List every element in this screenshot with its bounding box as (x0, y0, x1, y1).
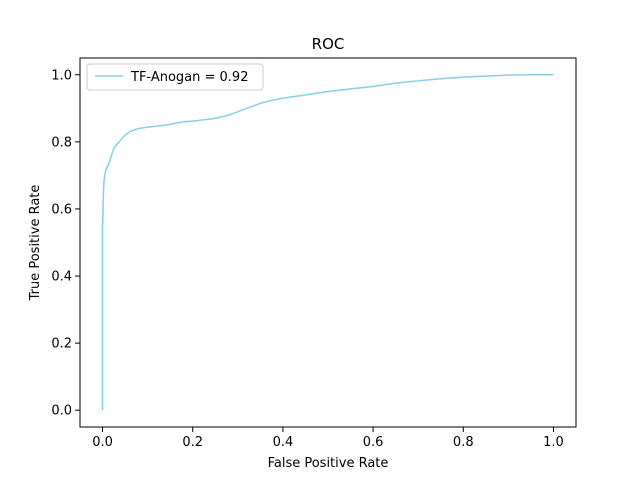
chart-title: ROC (312, 35, 345, 53)
x-axis-label: False Positive Rate (268, 456, 389, 471)
y-tick-label: 0.8 (51, 135, 72, 150)
legend-box (86, 63, 264, 91)
y-tick-label: 0.4 (51, 270, 72, 285)
series-line-0 (101, 74, 554, 411)
x-tick-label: 0.8 (453, 435, 474, 450)
x-axis: 0.0 0.2 0.4 0.6 0.8 1.0 (92, 427, 564, 450)
y-axis: 0.0 0.2 0.4 0.6 0.8 1.0 (51, 68, 80, 419)
series-layer (101, 74, 554, 411)
legend: TF-Anogan = 0.92 (86, 63, 264, 91)
y-axis-label: True Positive Rate (28, 185, 43, 302)
x-tick-label: 0.2 (182, 435, 203, 450)
y-tick-label: 0.2 (51, 337, 72, 352)
x-tick-label: 0.6 (363, 435, 384, 450)
y-tick-label: 0.6 (51, 202, 72, 217)
plot-area: 0.0 0.2 0.4 0.6 0.8 1.0 0.0 0.2 0.4 0.6 0.8 1.0 (51, 57, 577, 450)
y-tick-label: 0.0 (51, 404, 72, 419)
x-tick-label: 0.4 (273, 435, 294, 450)
x-tick-label: 1.0 (543, 435, 564, 450)
plot-frame (79, 57, 577, 428)
x-tick-label: 0.0 (92, 435, 113, 450)
legend-entry-label: TF-Anogan = 0.92 (130, 70, 248, 85)
y-tick-label: 1.0 (51, 68, 72, 83)
